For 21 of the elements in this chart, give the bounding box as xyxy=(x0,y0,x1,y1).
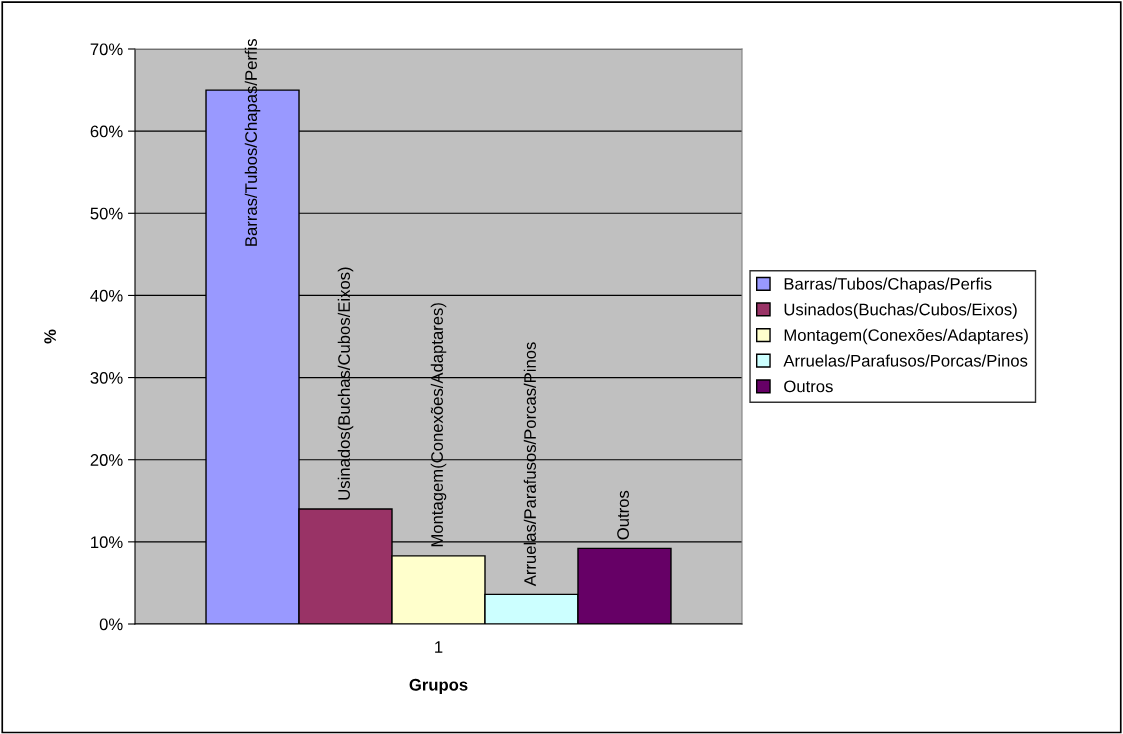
legend-label: Outros xyxy=(784,380,833,393)
y-tick-label: 10% xyxy=(91,536,123,549)
y-tick-label: 50% xyxy=(90,207,123,220)
y-tick-label: 40% xyxy=(90,289,123,302)
legend-label: Arruelas/Parafusos/Porcas/Pinos xyxy=(783,354,1028,367)
data-label: Arruelas/Parafusos/Porcas/Pinos xyxy=(523,342,536,587)
y-axis-title: % xyxy=(44,329,56,344)
x-axis-title: Grupos xyxy=(409,678,468,694)
legend-label: Barras/Tubos/Chapas/Perfis xyxy=(784,277,992,294)
legend-label: Usinados(Buchas/Cubos/Eixos) xyxy=(784,303,1017,319)
data-label: Barras/Tubos/Chapas/Perfis xyxy=(244,39,261,246)
data-label: Outros xyxy=(617,490,629,540)
x-tick-label: 1 xyxy=(435,641,443,653)
y-tick-label: 0% xyxy=(99,618,123,631)
data-label: Usinados(Buchas/Cubos/Eixos) xyxy=(337,267,354,500)
y-tick-label: 30% xyxy=(90,371,123,384)
data-label: Montagem(Conexões/Adaptares) xyxy=(430,303,447,547)
y-tick-label: 70% xyxy=(90,43,123,56)
y-tick-label: 20% xyxy=(90,454,123,466)
legend-label: Montagem(Conexões/Adaptares) xyxy=(784,328,1028,345)
y-tick-label: 60% xyxy=(90,125,123,138)
